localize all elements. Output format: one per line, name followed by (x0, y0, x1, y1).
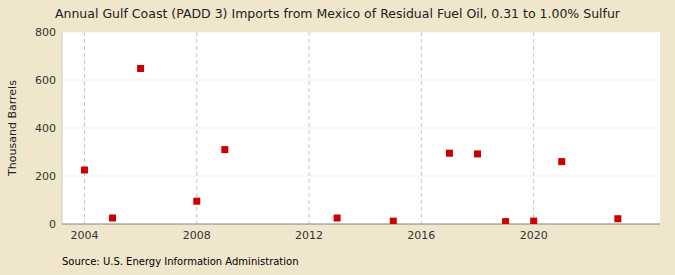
y-grid-line (62, 80, 660, 81)
x-tick-label: 2004 (70, 229, 98, 242)
y-tick-label: 400 (35, 122, 56, 135)
x-axis-line (62, 224, 660, 225)
point (221, 146, 228, 153)
point (137, 65, 144, 72)
y-tick-label: 0 (49, 218, 56, 231)
y-tick-label: 600 (35, 74, 56, 87)
x-tick-label: 2008 (183, 229, 211, 242)
y-grid-line (62, 128, 660, 129)
x-tick-label: 2016 (407, 229, 435, 242)
x-tick-label: 2012 (295, 229, 323, 242)
point (446, 150, 453, 157)
point (193, 198, 200, 205)
point (614, 215, 621, 222)
point (109, 215, 116, 222)
x-grid-line (533, 32, 534, 224)
chart: Annual Gulf Coast (PADD 3) Imports from … (0, 0, 675, 275)
x-tick-label: 2020 (520, 229, 548, 242)
y-tick-label: 800 (35, 26, 56, 39)
y-grid-line (62, 224, 660, 225)
x-grid-line (84, 32, 85, 224)
point (81, 167, 88, 174)
point (334, 215, 341, 222)
point (502, 218, 509, 224)
y-tick-label: 200 (35, 170, 56, 183)
point (530, 218, 537, 224)
y-grid-line (62, 32, 660, 33)
x-grid-line (421, 32, 422, 224)
title: Annual Gulf Coast (PADD 3) Imports from … (55, 6, 621, 21)
x-grid-line (196, 32, 197, 224)
point (390, 218, 397, 224)
source-note: Source: U.S. Energy Information Administ… (62, 256, 299, 267)
x-grid-line (309, 32, 310, 224)
point (474, 150, 481, 157)
y-axis-label: Thousand Barrels (6, 80, 19, 177)
point (558, 158, 565, 165)
plot-area (62, 32, 660, 224)
y-axis-line (62, 32, 63, 224)
points (81, 65, 621, 224)
y-grid-line (62, 176, 660, 177)
